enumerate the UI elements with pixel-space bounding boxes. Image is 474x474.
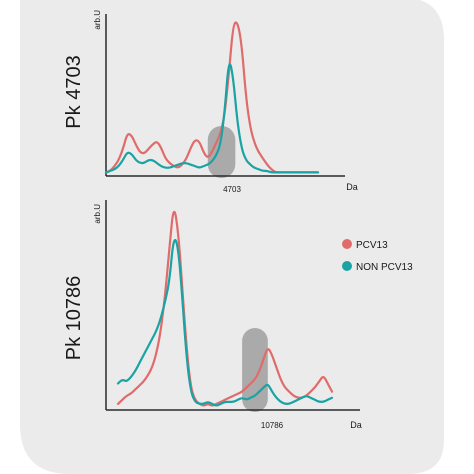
legend-marker-pcv13 [342,239,352,249]
panel-1-xlabel: Da [346,182,358,192]
panel-2-plot [105,200,360,412]
series-line-pcv13 [116,210,334,407]
panel-2-ylabel: arb.U [93,204,102,224]
legend: PCV13 NON PCV13 [342,239,413,273]
panel-2-title: Pk 10786 [63,276,85,361]
legend-marker-non-pcv13 [342,261,352,271]
figure-panel-background [20,0,444,474]
panel-1-ylabel: arb.U [93,10,102,30]
panel-1-title: Pk 4703 [63,55,85,128]
panel-1-plot [104,14,345,178]
legend-label-non-pcv13: NON PCV13 [356,262,413,273]
panel-2-xlabel: Da [350,420,362,430]
panel-1-x-tick-label: 4703 [223,185,241,194]
legend-label-pcv13: PCV13 [356,240,388,251]
panel-2-x-tick-label: 10786 [261,421,284,430]
series-line-non-pcv13 [116,238,334,407]
series-line-non-pcv13 [104,63,320,174]
highlight-region [207,126,236,178]
